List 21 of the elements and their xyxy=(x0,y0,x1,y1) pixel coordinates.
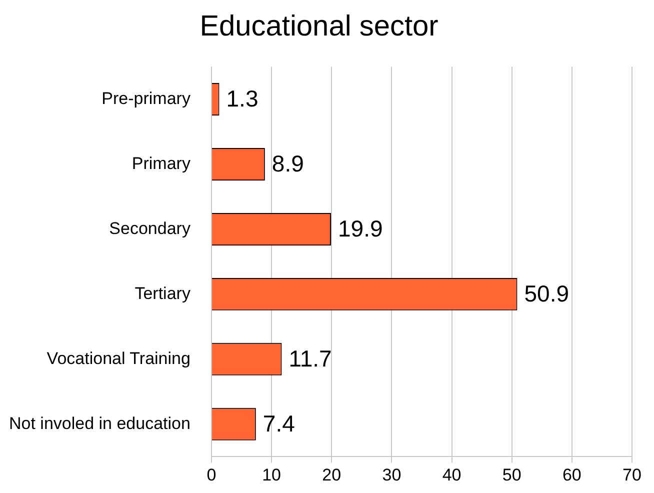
x-tick-label: 70 xyxy=(622,465,642,484)
x-tick-label: 40 xyxy=(442,465,462,484)
data-label: 8.9 xyxy=(272,150,304,177)
data-label: 19.9 xyxy=(338,216,383,242)
x-tick-label: 50 xyxy=(502,465,522,484)
x-tick-label: 10 xyxy=(262,465,281,484)
data-label: 1.3 xyxy=(226,86,258,112)
x-tick-label: 20 xyxy=(322,465,342,484)
y-tick-label: Tertiary xyxy=(134,284,191,303)
x-tick-label: 0 xyxy=(206,465,216,484)
data-label: 50.9 xyxy=(524,280,570,307)
x-tick-label: 60 xyxy=(562,465,582,484)
y-tick-label: Not involed in education xyxy=(8,414,190,433)
y-tick-label: Primary xyxy=(132,154,191,173)
y-tick-label: Pre-primary xyxy=(102,88,191,108)
y-tick-label: Secondary xyxy=(109,218,191,238)
y-tick-label: Vocational Training xyxy=(46,348,190,368)
x-tick-label: 30 xyxy=(382,465,402,484)
chart-title: Educational sector xyxy=(200,10,439,42)
data-label: 7.4 xyxy=(262,410,296,436)
data-label: 11.7 xyxy=(288,345,332,372)
